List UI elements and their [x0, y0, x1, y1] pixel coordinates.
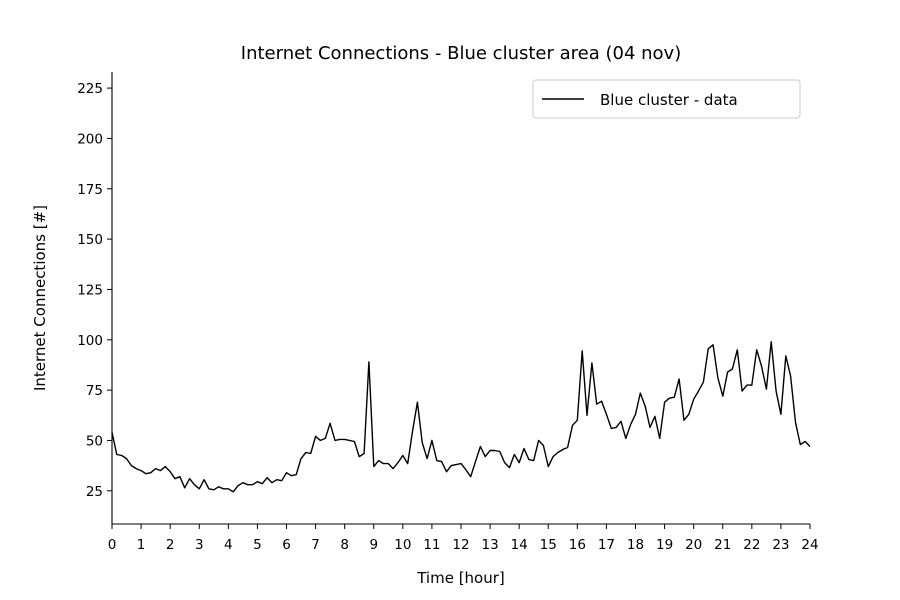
x-tick-label: 12	[452, 537, 469, 553]
x-ticks: 0 1 2 3 4 5 6 7 8 9 10 11 12 13 14 15 16 17 18 19 20 21 22 23 24	[108, 524, 819, 553]
series-line-blue-cluster-data	[111, 341, 811, 493]
x-tick-label: 5	[253, 537, 262, 553]
x-tick-label: 7	[311, 537, 320, 553]
x-tick-label: 19	[656, 537, 673, 553]
y-tick-label: 50	[86, 433, 103, 449]
y-tick-label: 175	[77, 182, 103, 198]
x-axis-label: Time [hour]	[416, 569, 505, 587]
legend-label: Blue cluster - data	[600, 91, 738, 109]
y-ticks: 25 50 75 100 125 150 175 200 225	[77, 81, 112, 500]
y-tick-label: 225	[77, 81, 103, 97]
x-tick-label: 10	[394, 537, 411, 553]
x-tick-label: 11	[423, 537, 440, 553]
x-tick-label: 3	[195, 537, 204, 553]
y-tick-label: 150	[77, 232, 103, 248]
x-tick-label: 22	[743, 537, 760, 553]
x-tick-label: 8	[340, 537, 349, 553]
y-axis-label: Internet Connections [#]	[31, 205, 49, 391]
x-tick-label: 0	[108, 537, 117, 553]
x-tick-label: 23	[772, 537, 789, 553]
x-tick-label: 6	[282, 537, 291, 553]
legend: Blue cluster - data	[532, 79, 801, 119]
chart-title: Internet Connections - Blue cluster area…	[241, 43, 681, 64]
x-tick-label: 20	[685, 537, 702, 553]
x-tick-label: 17	[598, 537, 615, 553]
x-tick-label: 2	[166, 537, 175, 553]
x-tick-label: 14	[511, 537, 528, 553]
y-tick-label: 200	[77, 131, 103, 147]
x-tick-label: 1	[137, 537, 146, 553]
x-tick-label: 18	[627, 537, 644, 553]
x-tick-label: 13	[481, 537, 498, 553]
x-tick-label: 9	[369, 537, 378, 553]
x-tick-label: 24	[801, 537, 818, 553]
x-tick-label: 15	[540, 537, 557, 553]
x-tick-label: 16	[569, 537, 586, 553]
y-tick-label: 100	[77, 333, 103, 349]
plot-area: 0 1 2 3 4 5 6 7 8 9 10 11 12 13 14 15 16 17 18 19 20 21 22 23 24…	[77, 72, 819, 553]
y-tick-label: 25	[86, 484, 103, 500]
y-tick-label: 75	[86, 383, 103, 399]
x-tick-label: 21	[714, 537, 731, 553]
legend-box	[532, 79, 801, 119]
x-tick-label: 4	[224, 537, 233, 553]
y-tick-label: 125	[77, 282, 103, 298]
